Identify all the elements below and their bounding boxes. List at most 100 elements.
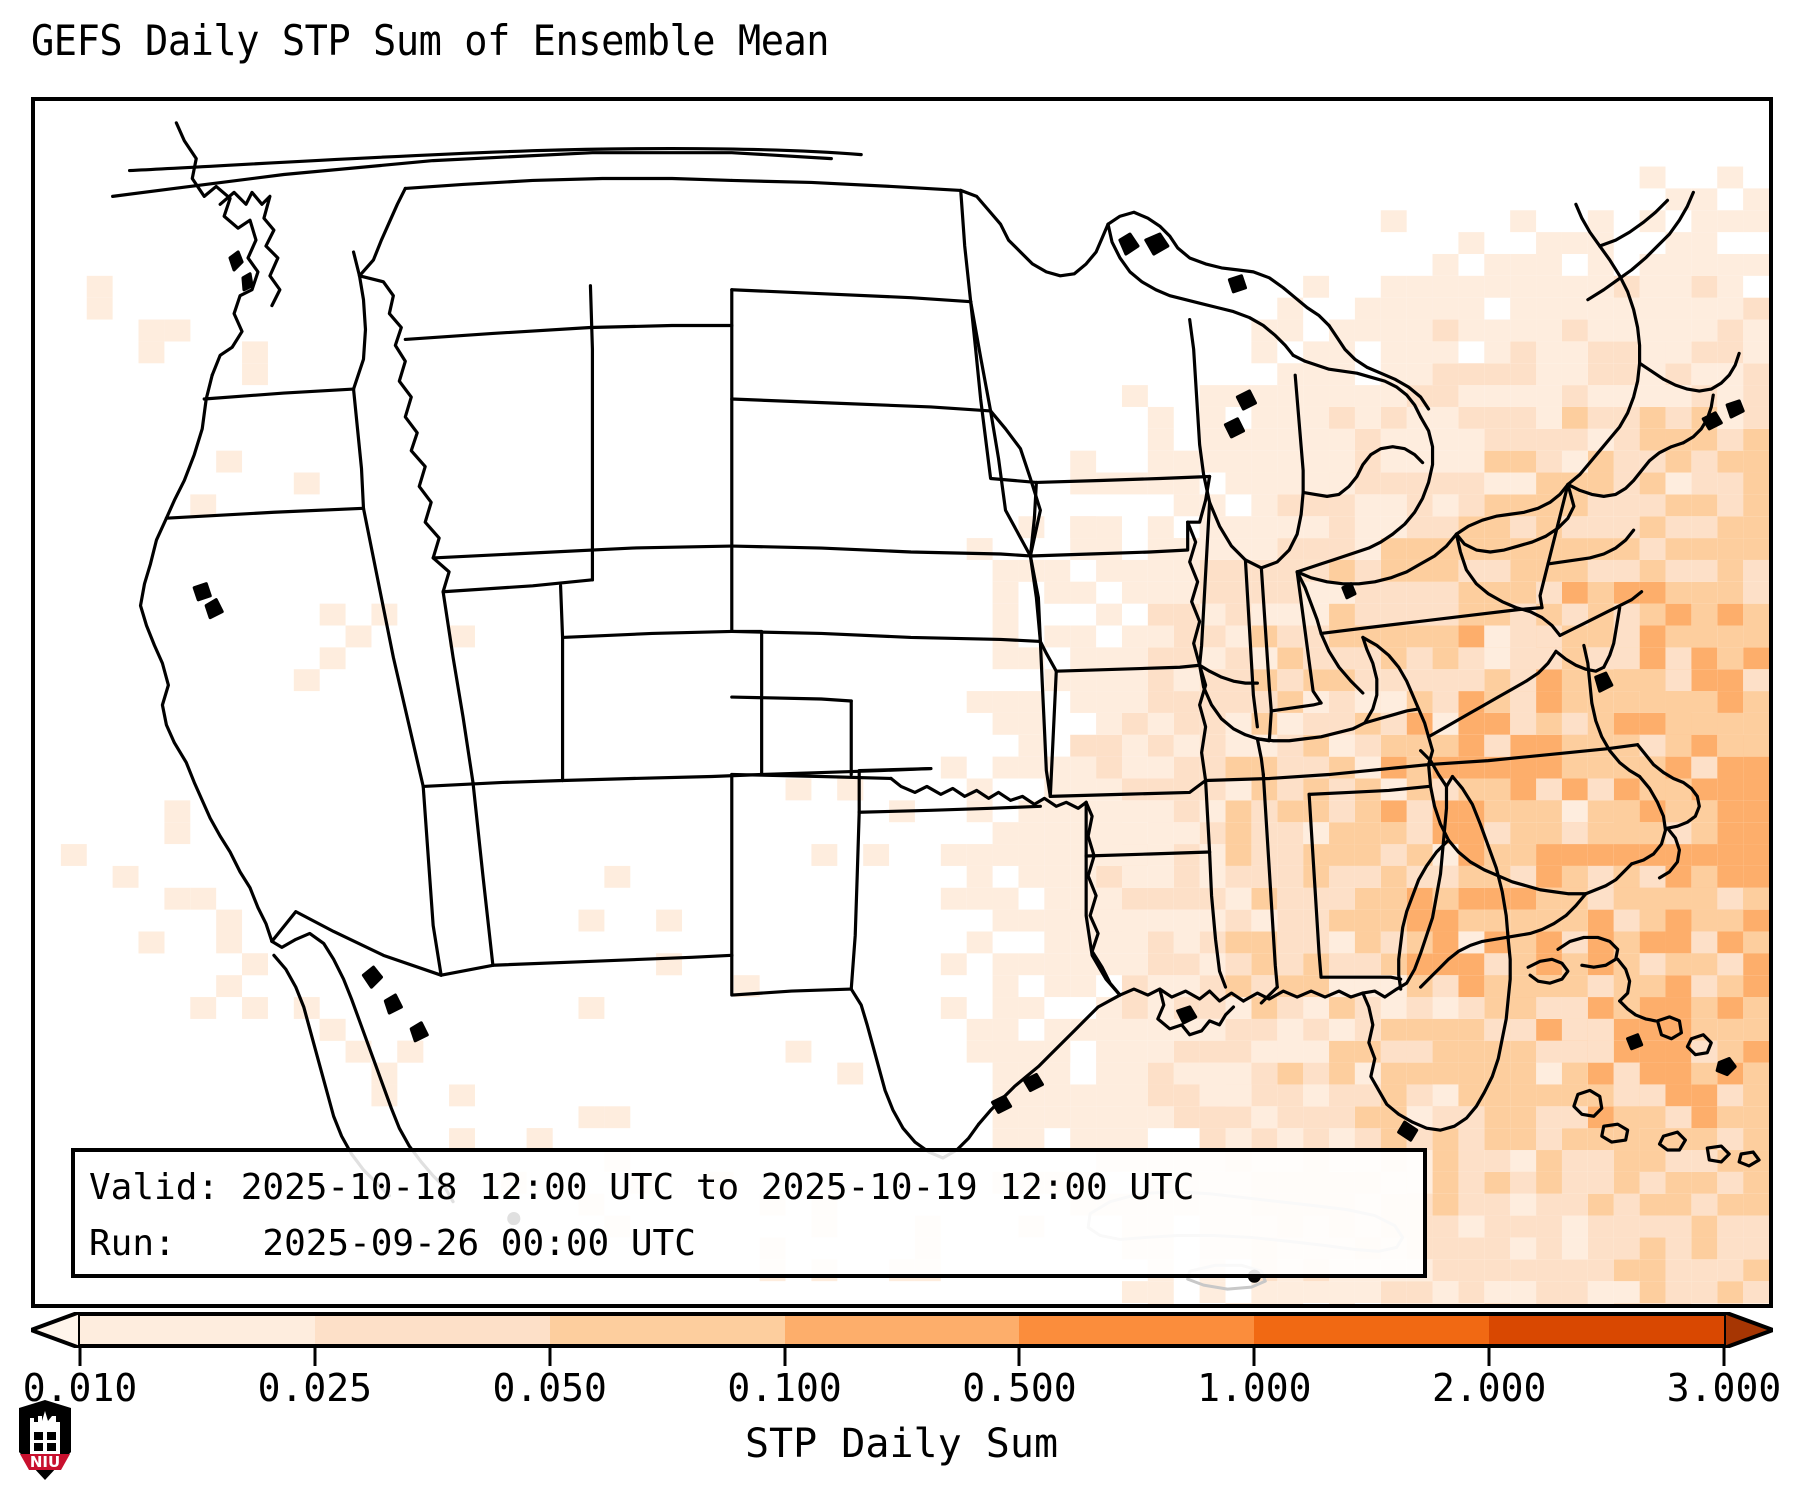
stp-grid-cell: [1432, 297, 1459, 320]
stp-grid-cell: [1173, 559, 1200, 582]
stp-grid-cell: [1277, 1281, 1304, 1304]
stp-grid-cell: [1432, 516, 1459, 539]
stp-grid-cell: [992, 822, 1019, 845]
stp-grid-cell: [1717, 844, 1744, 866]
stp-grid-cell: [1536, 385, 1562, 407]
stp-grid-cell: [1173, 712, 1200, 735]
stp-grid-cell: [1070, 1018, 1097, 1041]
stp-grid-cell: [992, 756, 1019, 779]
stp-grid-cell: [1354, 1106, 1381, 1129]
stp-grid-cell: [1251, 953, 1278, 976]
stp-grid-cell: [1510, 734, 1537, 757]
colorbar-tick-label-7: 3.000: [1666, 1366, 1782, 1410]
stp-grid-cell: [1458, 406, 1485, 429]
stp-grid-cell: [1380, 625, 1407, 648]
stp-grid-cell: [1277, 647, 1304, 670]
stp-grid-cell: [1277, 1040, 1304, 1063]
colorbar-tick-5: [1252, 1348, 1256, 1366]
stp-grid-cell: [1587, 210, 1614, 233]
stp-grid-cell: [1380, 865, 1407, 888]
stp-grid-cell: [1173, 953, 1200, 976]
stp-grid-cell: [1587, 297, 1614, 320]
stp-grid-cell: [992, 625, 1019, 648]
stp-grid-cell: [1665, 931, 1692, 954]
stp-grid-cell: [1510, 363, 1537, 386]
stp-grid-cell: [1743, 1303, 1769, 1304]
stp-grid-cell: [1329, 406, 1355, 429]
stp-grid-cell: [1251, 516, 1278, 539]
stp-grid-cell: [1147, 1281, 1174, 1304]
stp-grid-cell: [1432, 1018, 1459, 1041]
stp-grid-cell: [1691, 931, 1718, 954]
stp-grid-cell: [1561, 1259, 1588, 1282]
stp-grid-cell: [1251, 406, 1278, 429]
stp-grid-cell: [1665, 341, 1692, 364]
stp-grid-cell: [1173, 975, 1200, 998]
stp-grid-cell: [1691, 734, 1718, 757]
stp-grid-cell: [1225, 931, 1252, 954]
stp-grid-cell: [1303, 844, 1330, 866]
stp-grid-cell: [190, 494, 217, 517]
stp-grid-cell: [1691, 275, 1718, 298]
stp-grid-cell: [1639, 822, 1666, 845]
stp-grid-cell: [1613, 341, 1640, 364]
colorbar-gradient[interactable]: [80, 1312, 1725, 1348]
stp-grid-cell: [1380, 494, 1407, 517]
stp-grid-cell: [1717, 1084, 1744, 1107]
stp-grid-cell: [1613, 691, 1640, 713]
stp-grid-cell: [1432, 1128, 1459, 1151]
stp-grid-cell: [1096, 931, 1122, 954]
stp-grid-cell: [1406, 1084, 1433, 1107]
stp-grid-cell: [1432, 450, 1459, 473]
stp-grid-cell: [1561, 1237, 1588, 1260]
stp-grid-cell: [1173, 494, 1200, 517]
stp-grid-cell: [1639, 297, 1666, 320]
colorbar-tick-label-4: 0.500: [962, 1366, 1077, 1410]
stp-grid-cell: [1639, 1193, 1666, 1216]
stp-grid-cell: [1510, 319, 1537, 342]
stp-grid-cell: [1458, 581, 1485, 604]
colorbar-tick-2: [548, 1348, 552, 1366]
stp-grid-cell: [1018, 691, 1045, 713]
stp-grid-cell: [1510, 341, 1537, 364]
stp-grid-cell: [1613, 669, 1640, 692]
stp-grid-cell: [1639, 1062, 1666, 1085]
stp-grid-cell: [371, 1084, 398, 1107]
map-panel[interactable]: Valid: 2025-10-18 12:00 UTC to 2025-10-1…: [31, 97, 1773, 1308]
stp-grid-cell: [1277, 844, 1304, 866]
stp-grid-cell: [1665, 712, 1692, 735]
stp-grid-cell: [1743, 909, 1769, 932]
stp-grid-cell: [1717, 756, 1744, 779]
stp-grid-cell: [1717, 210, 1744, 233]
stp-grid-cell: [1561, 275, 1588, 298]
stp-grid-cell: [1639, 865, 1666, 888]
stp-grid-cell: [1717, 1128, 1744, 1151]
stp-grid-cell: [1225, 997, 1252, 1019]
stp-grid-cell: [1510, 275, 1537, 298]
stp-grid-cell: [1743, 319, 1769, 342]
stp-grid-cell: [1561, 997, 1588, 1019]
stp-grid-cell: [1691, 341, 1718, 364]
stp-grid-cell: [1691, 1237, 1718, 1260]
stp-grid-cell: [1329, 1303, 1355, 1304]
stp-grid-cell: [1639, 603, 1666, 626]
stp-grid-cell: [1303, 953, 1330, 976]
stp-grid-cell: [1484, 625, 1511, 648]
stp-grid-cell: [1199, 385, 1226, 407]
stp-grid-cell: [1743, 559, 1769, 582]
stp-grid-cell: [1329, 385, 1355, 407]
stp-grid-cell: [1018, 712, 1045, 735]
stp-grid-cell: [1018, 953, 1045, 976]
stp-grid-cell: [656, 909, 683, 932]
stp-grid-cell: [1717, 625, 1744, 648]
stp-grid-cell: [1147, 625, 1174, 648]
stp-grid-cell: [1173, 778, 1200, 801]
stp-grid-cell: [1277, 625, 1304, 648]
stp-grid-cell: [1044, 822, 1071, 845]
stp-grid-cell: [1225, 1084, 1252, 1107]
stp-grid-cell: [1070, 625, 1097, 648]
colorbar[interactable]: 0.010 0.025 0.050 0.100 0.500 1.000 2.000 3.000: [23, 1312, 1781, 1410]
stp-grid-cell: [1096, 1106, 1122, 1129]
stp-grid-cell: [449, 1084, 475, 1107]
stp-grid-cell: [992, 844, 1019, 866]
